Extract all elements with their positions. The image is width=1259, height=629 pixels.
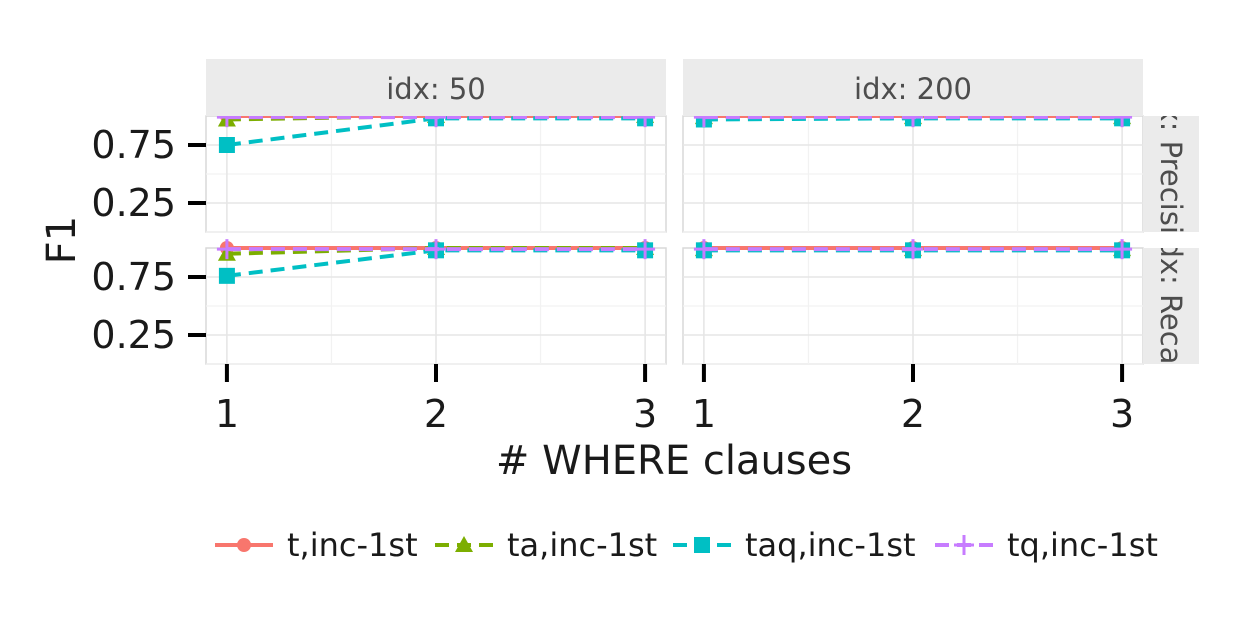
data-point-3-1 [426, 239, 446, 260]
data-point-3-1 [903, 239, 923, 260]
data-point-3-0 [693, 239, 714, 260]
x-tick-label: 3 [1110, 392, 1134, 436]
row-strip-label: idx: Recall [1154, 231, 1188, 380]
x-tick-label: 1 [692, 392, 716, 436]
legend-item-0: t,inc-1st [215, 526, 418, 564]
legend-item-3: tq,inc-1st [935, 526, 1158, 564]
column-strip-background [206, 59, 666, 116]
row-strip-background [1143, 248, 1199, 364]
y-tick-label: 0.25 [91, 181, 176, 225]
column-strip-background [683, 59, 1143, 116]
legend-label: taq,inc-1st [745, 526, 916, 564]
x-tick-label: 3 [633, 392, 657, 436]
legend-key-marker [954, 535, 974, 555]
legend-key-marker [694, 537, 710, 553]
row-strip: idx: Precision [1143, 78, 1199, 270]
axes: 0.250.750.250.751 2 3 1 2 3 [91, 123, 1134, 436]
panel-1-1 [682, 239, 1144, 365]
legend-label: tq,inc-1st [1007, 526, 1158, 564]
legend-key-marker [455, 536, 473, 552]
x-tick-label: 2 [424, 392, 448, 436]
data-point-3-2 [635, 239, 656, 260]
row-strip-label: idx: Precision [1154, 78, 1188, 270]
x-tick-label: 2 [901, 392, 925, 436]
data-point-2-0 [218, 137, 235, 153]
column-strip-label: idx: 50 [386, 72, 486, 106]
x-axis-title: # WHERE clauses [496, 438, 852, 484]
legend-item-2: taq,inc-1st [673, 526, 916, 564]
panel-0-1 [205, 239, 667, 365]
legend-label: ta,inc-1st [507, 526, 657, 564]
y-tick-label: 0.25 [91, 313, 176, 357]
y-tick-label: 0.75 [91, 123, 176, 167]
x-tick-label: 1 [215, 392, 239, 436]
row-strip: idx: Recall [1143, 231, 1199, 380]
data-point-2-0 [218, 267, 235, 284]
data-point-3-2 [1112, 239, 1133, 260]
row-strip-background [1143, 116, 1199, 232]
column-strip-label: idx: 200 [854, 72, 972, 106]
legend: t,inc-1st ta,inc-1st taq,inc-1st tq,inc-1st [215, 526, 1158, 564]
y-axis-title: F1 [39, 216, 85, 264]
panel-1-0 [682, 107, 1144, 233]
legend-item-1: ta,inc-1st [435, 526, 657, 564]
legend-label: t,inc-1st [287, 526, 418, 564]
data-point-3-0 [216, 239, 237, 260]
panels-layer [205, 107, 1144, 365]
panel-0-0 [205, 107, 667, 233]
y-tick-label: 0.75 [91, 255, 176, 299]
legend-key-marker [237, 538, 251, 552]
